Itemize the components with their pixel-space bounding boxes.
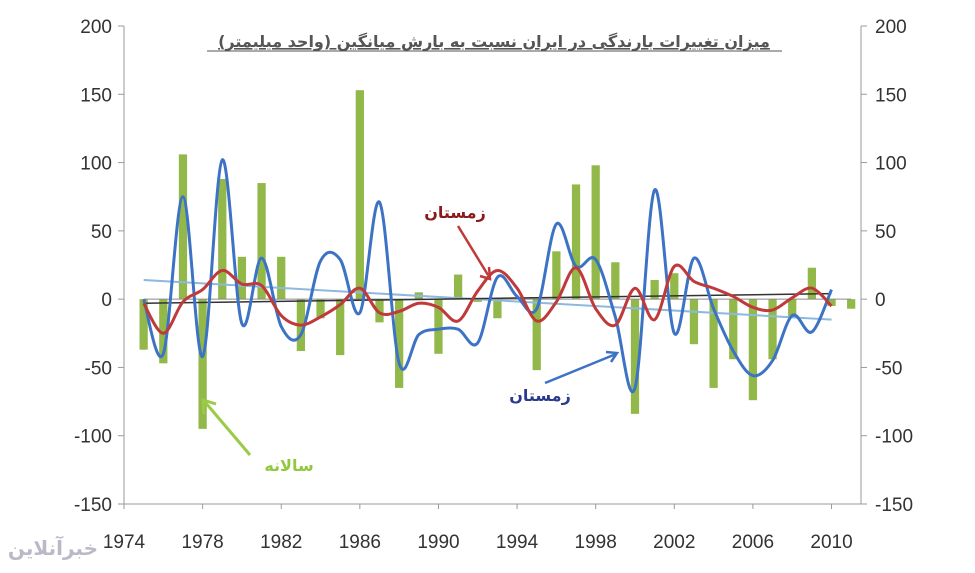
- annual-bar: [473, 299, 482, 302]
- annual-bar: [257, 183, 266, 300]
- left-y-tick-label: 150: [80, 85, 112, 106]
- annual-bar: [847, 299, 856, 309]
- annual-precip-line: [142, 158, 833, 394]
- annual-bar: [218, 178, 227, 300]
- annual-bar: [453, 274, 463, 300]
- annual-bar: [611, 262, 620, 300]
- annual-bar: [139, 299, 148, 350]
- annual-bar: [277, 256, 286, 300]
- annual-bar: [355, 90, 364, 300]
- x-tick-label: 1998: [575, 532, 617, 553]
- x-tick-label: 1986: [339, 532, 381, 553]
- annual-bar-label: سالانه: [264, 456, 313, 475]
- annual-bar: [630, 299, 640, 414]
- winter-blue-arrow-head: [605, 350, 620, 363]
- annual-bar: [571, 184, 581, 300]
- right-y-tick-label: -150: [875, 495, 913, 516]
- left-y-tick-label: -150: [74, 495, 112, 516]
- annual-bar: [178, 154, 188, 300]
- right-y-tick-label: -50: [875, 358, 902, 379]
- x-tick-label: 1994: [496, 532, 539, 553]
- right-y-tick-label: 0: [875, 290, 886, 311]
- left-y-tick-label: 0: [101, 290, 112, 311]
- annual-bar: [807, 267, 816, 300]
- x-tick-label: 1982: [260, 532, 302, 553]
- winter-red-label: زمستان: [424, 203, 486, 222]
- winter-red-arrow-head: [479, 266, 492, 281]
- annual-bar: [729, 299, 738, 360]
- annual-bar: [375, 299, 384, 323]
- annual-bar: [748, 299, 758, 401]
- annual-bar: [768, 299, 777, 360]
- left-y-tick-label: 50: [91, 222, 112, 243]
- x-tick-label: 2006: [732, 532, 774, 553]
- annual-bar: [336, 299, 345, 356]
- annual-bar: [395, 299, 404, 388]
- right-y-tick-label: -100: [875, 427, 913, 448]
- annual-bar: [532, 299, 541, 371]
- x-tick-label: 2010: [810, 532, 852, 553]
- annual-bar: [591, 165, 600, 300]
- left-y-tick-label: -50: [85, 358, 112, 379]
- left-y-tick-label: -100: [74, 427, 112, 448]
- annual-arrow-head: [201, 397, 217, 415]
- x-tick-label: 1978: [181, 532, 223, 553]
- annual-bar: [493, 299, 502, 319]
- winter-trend: [143, 292, 832, 304]
- winter-red-arrow-shaft: [456, 225, 490, 276]
- right-y-tick-label: 200: [875, 17, 907, 38]
- left-y-tick-label: 200: [80, 17, 112, 38]
- right-y-tick-label: 150: [875, 85, 907, 106]
- annual-bar: [316, 299, 325, 319]
- left-y-tick-label: 100: [80, 154, 112, 175]
- annual-bar: [709, 299, 718, 388]
- annual-bar: [689, 299, 699, 345]
- right-y-tick-label: 100: [875, 154, 907, 175]
- winter-blue-label: زمستان: [509, 386, 571, 405]
- annual-bar: [434, 299, 443, 354]
- x-tick-label: 2002: [653, 532, 695, 553]
- annual-bar: [788, 299, 797, 317]
- annual-bar: [650, 280, 659, 300]
- chart-title: میزان تغییرات بارندگی در ایران نسبت به ب…: [218, 32, 770, 51]
- annual-bar: [159, 299, 168, 364]
- annual-bar: [198, 299, 207, 429]
- right-y-tick-label: 50: [875, 222, 896, 243]
- x-tick-label: 1990: [417, 532, 459, 553]
- annual-bar: [670, 273, 679, 300]
- annual-bar: [827, 299, 836, 306]
- x-tick-label: 1974: [103, 532, 146, 553]
- winter-blue-arrow-shaft: [544, 352, 617, 385]
- annual-bar: [237, 256, 247, 300]
- annual-arrow-shaft: [203, 401, 252, 456]
- watermark-logo: خبرآنلاین: [7, 536, 99, 560]
- annual-bar: [552, 251, 561, 300]
